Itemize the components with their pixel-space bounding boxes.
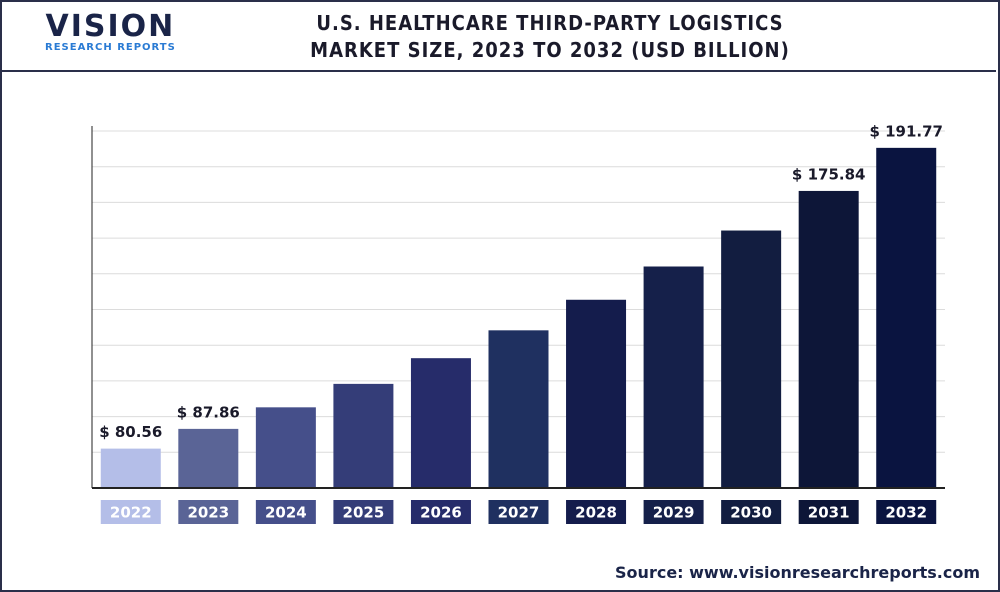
x-tick-label: 2029: [653, 504, 695, 522]
x-tick-label: 2026: [420, 504, 462, 522]
x-tick-label: 2022: [110, 504, 152, 522]
header: VISION RESEARCH REPORTS U.S. HEALTHCARE …: [0, 0, 996, 72]
bar: [798, 190, 859, 488]
value-label: $ 191.77: [869, 122, 943, 140]
logo-name: VISION: [45, 9, 176, 44]
x-tick-box: [488, 500, 549, 524]
bar: [488, 330, 549, 488]
x-tick-label: 2023: [187, 504, 229, 522]
x-tick-label: 2027: [498, 504, 540, 522]
bar: [255, 407, 316, 488]
chart-title: U.S. HEALTHCARE THIRD-PARTY LOGISTICS MA…: [310, 11, 790, 62]
bar: [333, 383, 394, 488]
bar: [178, 428, 239, 488]
x-tick-box: [721, 500, 782, 524]
bar: [410, 358, 471, 488]
x-tick-box: [255, 500, 316, 524]
x-tick-label: 2032: [885, 504, 927, 522]
x-tick-box: [876, 500, 937, 524]
value-label: $ 87.86: [177, 403, 240, 421]
x-tick-label: 2030: [730, 504, 772, 522]
x-tick-box: [410, 500, 471, 524]
value-label: $ 175.84: [792, 165, 866, 183]
x-tick-label: 2031: [808, 504, 850, 522]
logo-tagline: RESEARCH REPORTS: [45, 42, 176, 53]
x-tick-box: [643, 500, 704, 524]
source: Source: www.visionresearchreports.com: [615, 563, 980, 582]
bar: [566, 299, 627, 488]
x-tick-box: [566, 500, 627, 524]
logo: VISION RESEARCH REPORTS: [45, 9, 176, 54]
x-tick-box: [798, 500, 859, 524]
bar: [100, 448, 161, 488]
x-tick-label: 2028: [575, 504, 617, 522]
x-tick-box: [333, 500, 394, 524]
x-tick-label: 2025: [343, 504, 385, 522]
x-tick-box: [100, 500, 161, 524]
bar: [876, 147, 937, 489]
x-tick-label: 2024: [265, 504, 307, 522]
bar: [643, 266, 704, 488]
x-tick-box: [178, 500, 239, 524]
bar: [721, 230, 782, 488]
value-label: $ 80.56: [99, 423, 162, 441]
